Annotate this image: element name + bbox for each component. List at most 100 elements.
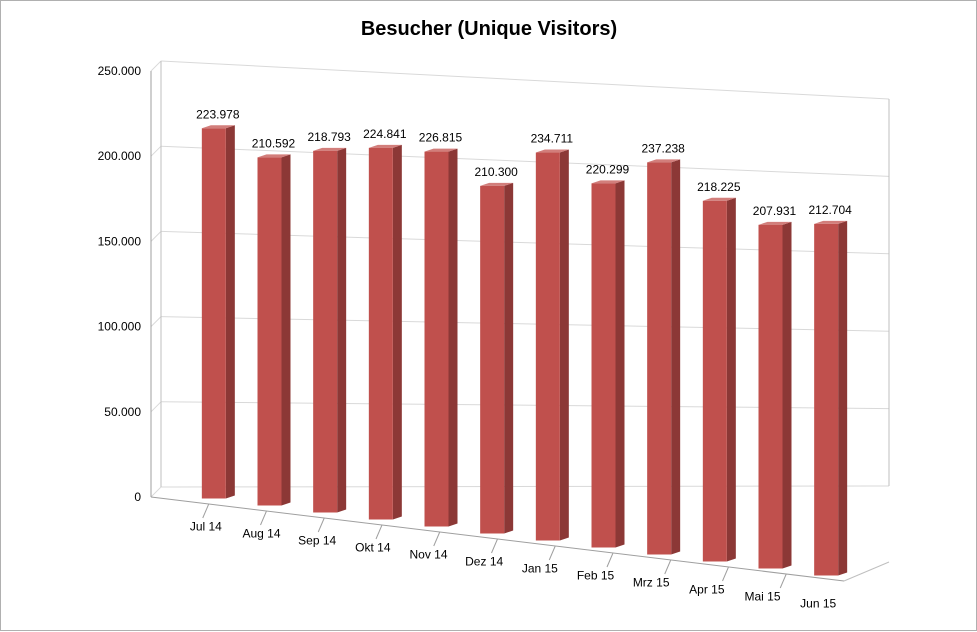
bar-side bbox=[782, 221, 792, 569]
x-tick-label: Sep 14 bbox=[298, 534, 336, 548]
axes bbox=[150, 61, 890, 589]
bar bbox=[424, 148, 458, 527]
y-axis-tick-labels: 0 50.000 100.000 150.000 200.000 250.000 bbox=[98, 64, 142, 504]
y-tick-label: 0 bbox=[134, 490, 141, 504]
bar-side bbox=[838, 220, 848, 576]
x-tick-mark bbox=[548, 545, 556, 561]
data-label: 207.931 bbox=[753, 204, 797, 218]
gridline-side bbox=[150, 486, 162, 498]
x-tick-label: Dez 14 bbox=[465, 555, 503, 569]
data-label: 237.238 bbox=[641, 141, 685, 155]
bar-side bbox=[615, 180, 625, 548]
bar bbox=[480, 182, 514, 534]
data-label: 226.815 bbox=[419, 131, 463, 145]
bar-top bbox=[702, 197, 736, 201]
bar-front bbox=[535, 152, 560, 541]
gridline-side bbox=[150, 401, 162, 413]
data-label: 218.793 bbox=[307, 130, 351, 144]
bar bbox=[702, 197, 736, 562]
bar-side bbox=[225, 125, 235, 499]
bar-side bbox=[392, 144, 402, 520]
bar-side bbox=[559, 149, 569, 541]
bar-side bbox=[726, 197, 736, 562]
data-label: 212.704 bbox=[808, 203, 852, 217]
bar-side bbox=[281, 154, 291, 506]
x-tick-mark bbox=[433, 531, 441, 547]
data-label: 218.225 bbox=[697, 180, 741, 194]
data-label: 234.711 bbox=[531, 132, 574, 146]
x-tick-mark bbox=[202, 503, 210, 519]
x-tick-label: Jul 14 bbox=[190, 520, 222, 534]
bar-side bbox=[448, 148, 458, 527]
bar-front bbox=[758, 224, 783, 569]
bar bbox=[758, 221, 792, 569]
x-axis-tick-labels: Jul 14 Aug 14 Sep 14 Okt 14 Nov 14 Dez 14 Jan … bbox=[190, 520, 837, 611]
y-tick-label: 250.000 bbox=[98, 64, 142, 78]
x-tick-label: Mrz 15 bbox=[633, 576, 670, 590]
bar-top bbox=[535, 149, 569, 153]
bar-top bbox=[424, 148, 458, 152]
bar-front bbox=[591, 183, 616, 548]
bar-top bbox=[647, 159, 681, 163]
bar-front bbox=[480, 185, 505, 534]
gridline-side bbox=[150, 231, 162, 242]
bar-top bbox=[257, 154, 291, 158]
bar bbox=[647, 159, 681, 555]
x-tick-mark bbox=[779, 573, 787, 589]
data-label: 224.841 bbox=[363, 127, 407, 141]
x-tick-label: Mai 15 bbox=[744, 590, 780, 604]
data-label: 210.300 bbox=[474, 165, 518, 179]
gridline-side bbox=[150, 145, 162, 157]
gridline-back bbox=[160, 145, 890, 177]
y-tick-label: 200.000 bbox=[98, 149, 142, 163]
bar bbox=[591, 180, 625, 548]
x-tick-label: Nov 14 bbox=[409, 548, 447, 562]
floor-right-edge bbox=[843, 561, 890, 582]
bar-side bbox=[504, 182, 514, 534]
data-label: 220.299 bbox=[586, 162, 630, 176]
x-tick-label: Feb 15 bbox=[577, 569, 615, 583]
bar-top bbox=[591, 180, 625, 184]
x-tick-mark bbox=[260, 510, 267, 526]
y-tick-label: 50.000 bbox=[104, 405, 141, 419]
data-label: 223.978 bbox=[196, 107, 240, 121]
bar bbox=[535, 149, 569, 541]
x-tick-mark bbox=[722, 566, 729, 582]
bar-front bbox=[814, 223, 839, 576]
bar-front bbox=[424, 151, 449, 527]
bar-front bbox=[201, 128, 226, 499]
x-tick-label: Okt 14 bbox=[355, 541, 391, 555]
gridline-side bbox=[150, 316, 162, 327]
gridline-side bbox=[150, 60, 162, 72]
bar-front bbox=[257, 157, 282, 506]
bars bbox=[201, 125, 848, 576]
gridline-back bbox=[160, 60, 890, 100]
x-tick-label: Jun 15 bbox=[800, 597, 836, 611]
bar bbox=[257, 154, 291, 506]
x-tick-mark bbox=[606, 552, 614, 568]
x-tick-mark bbox=[317, 517, 325, 533]
bar-top bbox=[758, 221, 792, 225]
bar-top bbox=[313, 147, 347, 151]
bar bbox=[814, 220, 848, 576]
bar-top bbox=[480, 182, 514, 186]
data-label: 210.592 bbox=[252, 136, 296, 150]
data-labels: 223.978 210.592 218.793 224.841 226.815 210.3… bbox=[196, 107, 852, 218]
x-tick-mark bbox=[491, 538, 498, 554]
x-tick-label: Jan 15 bbox=[522, 562, 558, 576]
x-tick-mark bbox=[664, 559, 672, 575]
x-tick-mark bbox=[375, 524, 383, 540]
bar-side bbox=[337, 147, 347, 513]
chart-title: Besucher (Unique Visitors) bbox=[361, 18, 617, 40]
x-tick-label: Aug 14 bbox=[242, 527, 280, 541]
bar bbox=[201, 125, 235, 499]
bar-front bbox=[368, 147, 393, 520]
bar-top bbox=[201, 125, 235, 129]
bar-front bbox=[647, 162, 672, 555]
bar-top bbox=[368, 144, 402, 148]
bar bbox=[313, 147, 347, 513]
bar bbox=[368, 144, 402, 520]
y-tick-label: 100.000 bbox=[98, 320, 142, 334]
